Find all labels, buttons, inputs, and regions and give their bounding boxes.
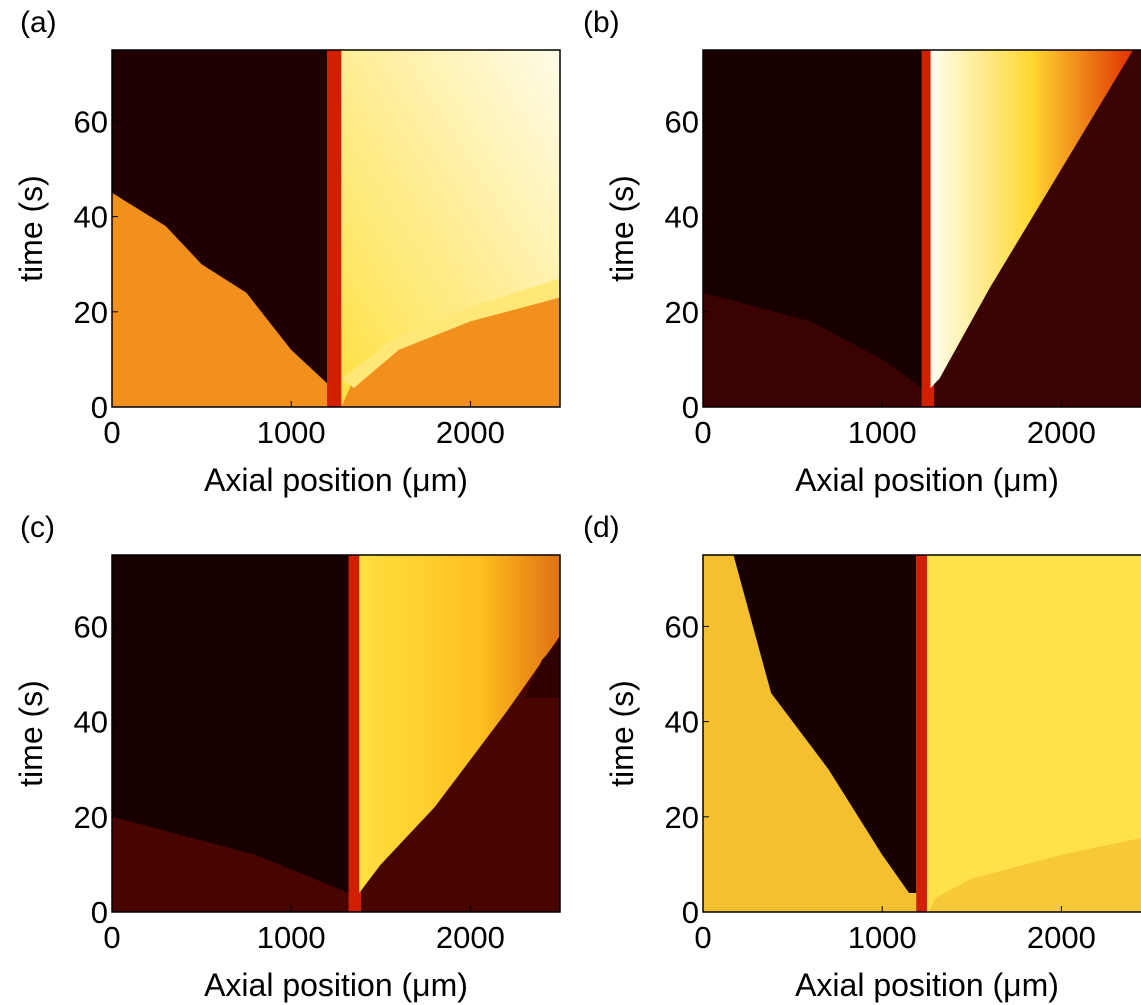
heatmap [112, 555, 560, 912]
heatmap-region [923, 555, 1141, 912]
y-tick-label: 60 [74, 104, 108, 139]
y-tick-label: 40 [74, 705, 108, 740]
x-tick-label: 2000 [1027, 920, 1096, 955]
heatmap-region [341, 278, 560, 388]
plot-frame [111, 49, 561, 408]
x-tick-label: 2000 [436, 920, 505, 955]
y-tick-label: 20 [665, 295, 699, 330]
y-tick-label: 20 [74, 800, 108, 835]
heatmap-region [930, 50, 1134, 388]
y-axis-label: time (s) [604, 175, 640, 282]
x-tick-label: 0 [694, 415, 711, 450]
panel-label: (c) [20, 511, 55, 544]
heatmap-region [916, 555, 927, 912]
x-tick-label: 1000 [848, 920, 917, 955]
plot-frame [702, 554, 1141, 913]
y-axis-label: time (s) [13, 680, 49, 787]
y-tick-label: 40 [665, 705, 699, 740]
plot-frame [702, 49, 1141, 408]
y-tick-label: 0 [682, 895, 699, 930]
y-tick-label: 60 [74, 609, 108, 644]
heatmap-region [733, 555, 917, 893]
panel: 0 1000 2000 0 20 40 60 Axial position (μm) time … [13, 6, 561, 498]
x-tick-label: 0 [694, 920, 711, 955]
panel-label: (d) [583, 511, 620, 544]
heatmap-region [359, 555, 560, 893]
heatmap-region [524, 640, 560, 698]
heatmap [703, 555, 1141, 912]
y-tick-label: 20 [74, 295, 108, 330]
y-tick-label: 0 [91, 390, 108, 425]
heatmap-region [112, 555, 349, 893]
y-tick-label: 40 [74, 200, 108, 235]
x-tick-label: 0 [103, 415, 120, 450]
y-tick-label: 0 [91, 895, 108, 930]
plot-frame [111, 554, 561, 913]
x-axis-label: Axial position (μm) [795, 462, 1059, 498]
heatmap [703, 50, 1141, 407]
y-axis-label: time (s) [604, 680, 640, 787]
heatmap [112, 50, 560, 407]
y-tick-label: 60 [665, 609, 699, 644]
x-axis-label: Axial position (μm) [795, 967, 1059, 1003]
y-axis-label: time (s) [13, 175, 49, 282]
heatmap-region [112, 50, 328, 384]
y-tick-label: 0 [682, 390, 699, 425]
x-tick-label: 1000 [257, 920, 326, 955]
heatmap-region [348, 555, 362, 912]
y-tick-label: 40 [665, 200, 699, 235]
heatmap-region [327, 50, 342, 407]
panel-label: (b) [583, 6, 620, 39]
x-tick-label: 2000 [1027, 415, 1096, 450]
panel-label: (a) [20, 6, 57, 39]
panel: 0 1000 2000 0 20 40 60 Axial position (μm) time … [13, 511, 561, 1003]
y-tick-label: 60 [665, 104, 699, 139]
x-tick-label: 1000 [257, 415, 326, 450]
x-tick-label: 0 [103, 920, 120, 955]
x-tick-label: 1000 [848, 415, 917, 450]
x-axis-label: Axial position (μm) [204, 967, 468, 1003]
heatmap-region [341, 288, 560, 407]
heatmap-region [703, 50, 922, 388]
x-axis-label: Axial position (μm) [204, 462, 468, 498]
x-tick-label: 2000 [436, 415, 505, 450]
panel: 0 1000 2000 0 20 40 60 Axial position (μm) time … [583, 6, 1141, 498]
panel: 0 1000 2000 0 20 40 60 Axial position (μm) time … [583, 511, 1141, 1003]
y-tick-label: 20 [665, 800, 699, 835]
heatmap-region [928, 837, 1141, 912]
